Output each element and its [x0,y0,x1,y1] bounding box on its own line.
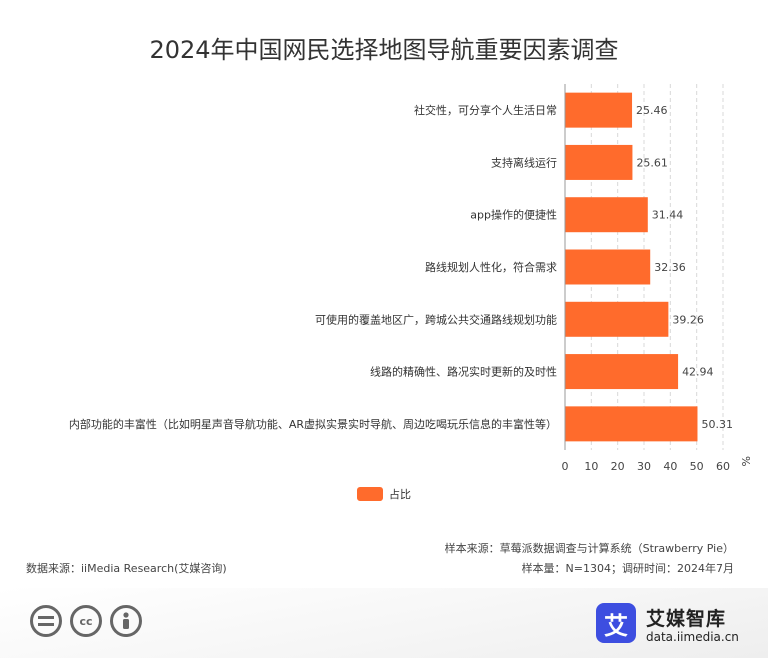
bar [565,92,633,128]
bar [565,144,633,180]
brand-url: data.iimedia.cn [646,630,739,644]
x-tick-label: 50 [690,460,704,473]
bar [565,197,648,233]
data-source: 数据来源：iiMedia Research(艾媒咨询) [26,562,227,575]
brand-name: 艾媒智库 [646,608,727,630]
brand-logo-glyph: 艾 [604,611,628,640]
value-label: 42.94 [682,366,714,379]
category-label: 社交性，可分享个人生活日常 [414,103,557,117]
bar [565,301,669,337]
category-label: 线路的精确性、路况实时更新的及时性 [370,365,557,379]
legend: 占比 [357,486,411,502]
x-tick-label: 60 [716,460,730,473]
equals-icon [30,605,62,637]
legend-swatch [357,487,383,501]
x-tick-label: 0 [562,460,569,473]
value-label: 31.44 [652,209,684,222]
bar-chart: 社交性，可分享个人生活日常 25.46 支持离线运行 25.61 app操作的便捷性 31… [69,84,752,473]
brand-logo: 艾 [596,603,636,643]
category-label: 支持离线运行 [491,155,557,169]
person-icon [110,605,142,637]
value-label: 25.46 [636,104,668,117]
bar [565,354,679,390]
cc-icon: cc [70,605,102,637]
category-label: app操作的便捷性 [470,208,557,222]
value-label: 32.36 [654,261,686,274]
value-label: 39.26 [672,313,704,326]
category-label: 可使用的覆盖地区广，跨城公共交通路线规划功能 [315,312,557,326]
chart-title: 2024年中国网民选择地图导航重要因素调查 [149,36,619,64]
category-label: 内部功能的丰富性（比如明星声音导航功能、AR虚拟实景实时导航、周边吃喝玩乐信息的… [69,417,557,431]
sample-source: 样本来源：草莓派数据调查与计算系统（Strawberry Pie） [444,542,734,555]
value-label: 50.31 [701,418,733,431]
bars: 社交性，可分享个人生活日常 25.46 支持离线运行 25.61 app操作的便捷性 31… [69,92,733,442]
category-label: 路线规划人性化，符合需求 [425,260,557,274]
x-tick-label: 20 [611,460,625,473]
x-axis-unit: % [739,456,752,466]
sample-info: 样本量：N=1304；调研时间：2024年7月 [521,562,734,575]
value-label: 25.61 [636,156,668,169]
bar [565,249,651,285]
x-tick-label: 10 [584,460,598,473]
x-tick-label: 40 [663,460,677,473]
legend-label: 占比 [389,488,411,501]
x-axis: 0 10 20 30 40 50 60 [562,84,730,473]
x-tick-label: 30 [637,460,651,473]
bar [565,406,698,442]
